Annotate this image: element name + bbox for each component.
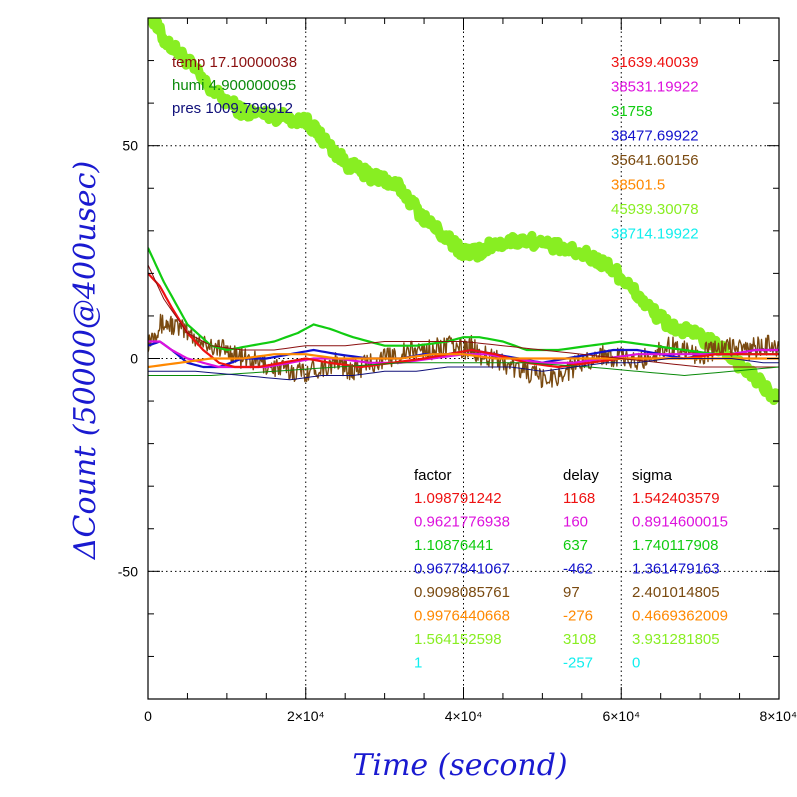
env-label-2: pres 1009.799912 [172, 100, 293, 117]
y-tick-label-0: 50 [122, 138, 138, 154]
table-cell-factor-2: 1.10876441 [414, 537, 493, 554]
channel-count-5: 38501.5 [611, 177, 665, 194]
table-cell-delay-0: 1168 [563, 490, 595, 507]
x-tick-label-2: 4×10⁴ [445, 708, 483, 724]
series-line-7 [148, 264, 779, 368]
channel-count-4: 35641.60156 [611, 152, 699, 169]
x-tick-label-1: 2×10⁴ [287, 708, 325, 724]
series-line-0 [148, 18, 779, 405]
table-cell-sigma-0: 1.542403579 [632, 490, 720, 507]
table-cell-delay-6: 3108 [563, 631, 596, 648]
channel-count-1: 38531.19922 [611, 79, 699, 96]
env-label-0: temp 17.10000038 [172, 54, 297, 71]
y-tick-label-2: -50 [118, 563, 138, 579]
grid [148, 18, 779, 699]
table-cell-delay-7: -257 [563, 655, 593, 672]
ticks: 50 0 -50 0 2×10⁴ 4×10⁴ 6×10⁴ 8×10⁴ [118, 17, 797, 724]
channel-count-6: 45939.30078 [611, 201, 699, 218]
table-cell-factor-1: 0.9621776938 [414, 514, 510, 531]
channel-count-3: 38477.69922 [611, 128, 699, 145]
x-tick-label-0: 0 [144, 708, 152, 724]
table-cell-delay-3: -462 [563, 561, 593, 578]
table-cell-sigma-3: 1.361479163 [632, 561, 720, 578]
series-line-8 [148, 362, 779, 376]
table-cell-factor-6: 1.564152598 [414, 631, 502, 648]
table-cell-sigma-7: 0 [632, 655, 640, 672]
table-cell-sigma-2: 1.740117908 [632, 537, 718, 554]
table-cell-sigma-5: 0.4669362009 [632, 608, 728, 625]
series-line-2 [148, 247, 779, 356]
table-cell-factor-0: 1.098791242 [414, 490, 502, 507]
table-cell-sigma-6: 3.931281805 [632, 631, 720, 648]
table-cell-factor-4: 0.9098085761 [414, 584, 510, 601]
table-cell-delay-4: 97 [563, 584, 580, 601]
table-cell-delay-1: 160 [563, 514, 588, 531]
table-header-factor: factor [414, 467, 452, 484]
x-tick-label-4: 8×10⁴ [759, 708, 797, 724]
series-group [148, 18, 779, 405]
x-tick-label-3: 6×10⁴ [602, 708, 640, 724]
table-cell-delay-2: 637 [563, 537, 588, 554]
x-axis-title: Time (second) [352, 748, 567, 783]
table-cell-sigma-4: 2.401014805 [632, 584, 720, 601]
table-header-sigma: sigma [632, 467, 673, 484]
table-cell-factor-3: 0.9677841067 [414, 561, 510, 578]
channel-count-2: 31758 [611, 103, 653, 120]
env-label-1: humi 4.900000095 [172, 77, 296, 94]
channel-count-7: 38714.19922 [611, 226, 699, 243]
annotations: temp 17.10000038 humi 4.900000095 pres 100… [172, 54, 728, 672]
table-cell-sigma-1: 0.8914600015 [632, 514, 728, 531]
table-cell-delay-5: -276 [563, 608, 593, 625]
table-cell-factor-5: 0.9976440668 [414, 608, 510, 625]
channel-count-0: 31639.40039 [611, 54, 699, 71]
y-axis-title: ΔCount (50000@400usec) [68, 161, 103, 560]
table-header-delay: delay [563, 467, 599, 484]
table-cell-factor-7: 1 [414, 655, 422, 672]
series-line-9 [148, 358, 779, 381]
y-tick-label-1: 0 [130, 351, 138, 367]
